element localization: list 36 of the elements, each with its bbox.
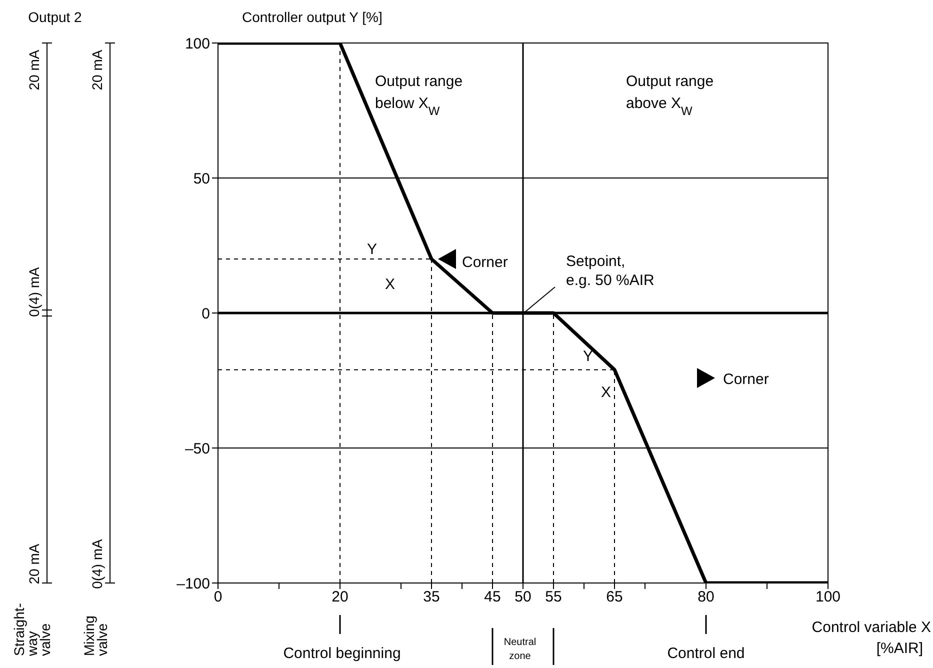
annotation: Corner [462, 254, 508, 271]
annotation: X [385, 276, 396, 293]
text: Control end [667, 645, 745, 662]
x-axis-title: Control variable X [%AIR] [812, 619, 931, 657]
x-tick-label: 80 [698, 588, 714, 606]
y-tick-label: –50 [184, 440, 210, 458]
annotation: X [601, 384, 612, 401]
y-tick-label: 0 [202, 305, 210, 322]
text: 20 mA [26, 543, 42, 584]
y-axis-title: Controller output Y [%] [242, 9, 382, 25]
text: Output 2 [28, 9, 82, 25]
text: 20 mA [26, 49, 42, 90]
x-tick-label: 0 [214, 588, 222, 606]
y-tick-label: 50 [193, 170, 210, 188]
text: 0(4) mA [26, 266, 42, 317]
x-tick-label: 35 [423, 588, 440, 606]
text: 0(4) mA [89, 538, 105, 589]
annotation: Output range below X$_{W}$ [375, 73, 463, 118]
y-tick-label: 100 [184, 35, 210, 52]
x-tick-label: 50 [514, 588, 532, 606]
x-tick-label: 45 [484, 588, 501, 606]
annotation: Setpoint, e.g. 50 %AIR [566, 253, 655, 289]
x-tick-label: 55 [545, 588, 562, 606]
text: 20 mA [89, 49, 105, 90]
text: Mixing valve [81, 616, 110, 656]
text: Control beginning [283, 645, 401, 662]
x-tick-label: 65 [606, 588, 623, 606]
annotation: Y [367, 241, 378, 258]
text: Neutral zone [504, 637, 536, 662]
text: Straight- way valve [11, 602, 53, 657]
y-tick-label: –100 [176, 575, 210, 592]
x-tick-label: 100 [815, 588, 841, 606]
x-tick-label: 20 [332, 588, 348, 606]
annotation: Output range above X$_{W}$ [626, 73, 714, 118]
annotation: Y [583, 348, 594, 365]
annotation: Corner [723, 371, 769, 388]
